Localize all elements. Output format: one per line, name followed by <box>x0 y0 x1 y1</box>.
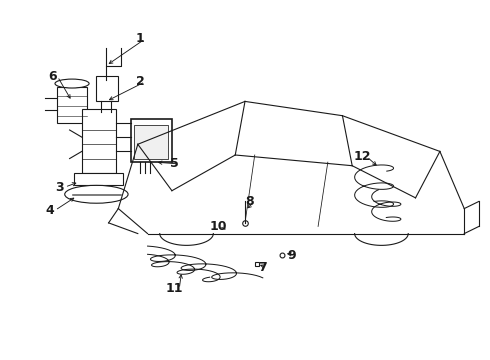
Bar <box>130 119 172 162</box>
Bar <box>82 109 116 173</box>
Text: 11: 11 <box>166 283 183 296</box>
Text: 6: 6 <box>48 70 57 83</box>
Bar <box>74 173 123 185</box>
Text: 7: 7 <box>258 261 267 274</box>
Text: 4: 4 <box>46 204 54 217</box>
Text: 5: 5 <box>170 157 179 170</box>
Bar <box>57 87 87 123</box>
Text: 3: 3 <box>55 181 64 194</box>
Text: 10: 10 <box>209 220 227 233</box>
Text: 2: 2 <box>136 75 145 88</box>
Text: 12: 12 <box>353 150 370 163</box>
Bar <box>97 76 118 102</box>
Bar <box>134 125 168 159</box>
Ellipse shape <box>55 79 89 88</box>
Ellipse shape <box>65 185 128 203</box>
Text: 1: 1 <box>136 32 145 45</box>
Text: 8: 8 <box>245 195 254 208</box>
Text: 9: 9 <box>287 248 295 261</box>
